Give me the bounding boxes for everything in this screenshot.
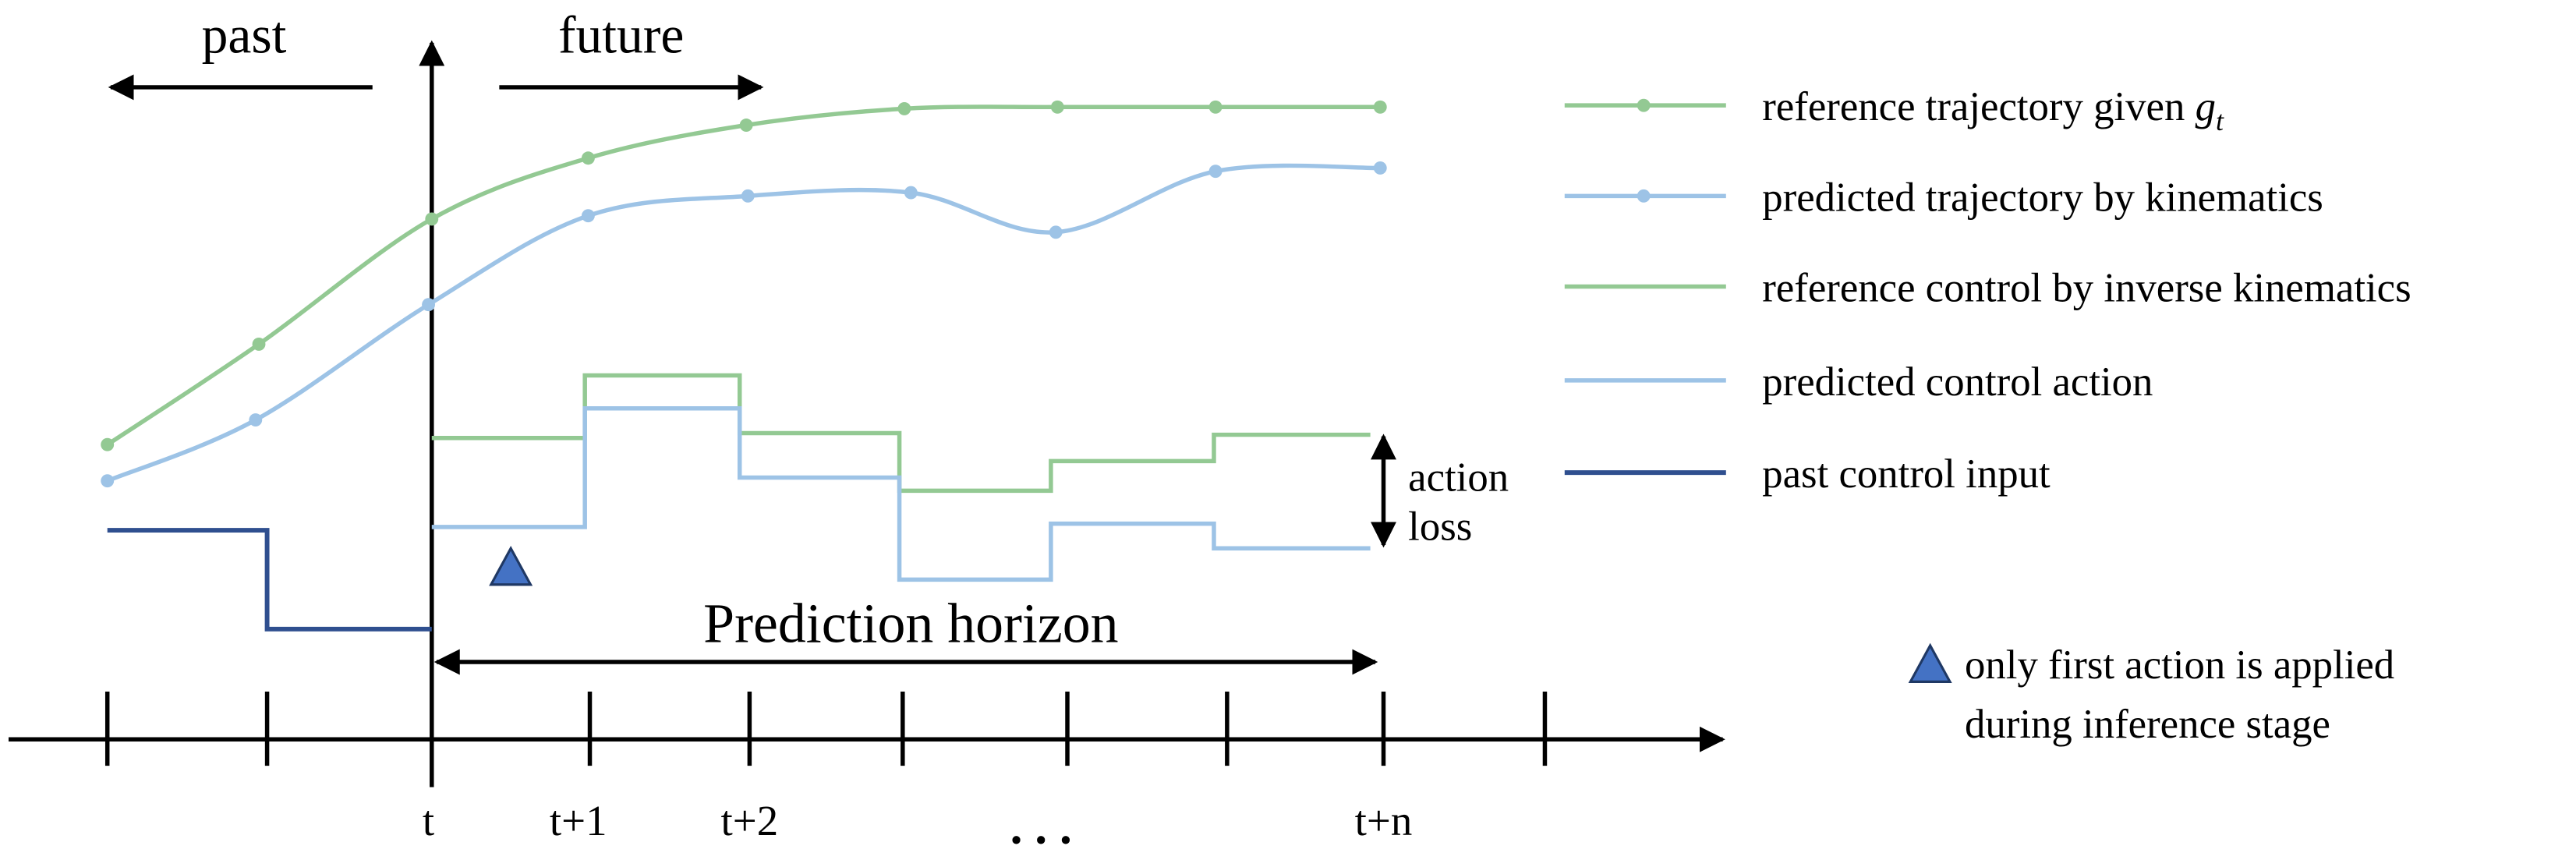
reference-control — [431, 373, 1371, 494]
trajectory-point — [1373, 100, 1387, 114]
note-marker — [1908, 642, 1952, 683]
legend-label: predicted control action — [1762, 359, 2153, 405]
applied-action-marker — [489, 545, 533, 586]
tick-label: t+n — [1355, 797, 1413, 844]
trajectory-point — [739, 119, 753, 132]
trajectory-point — [897, 101, 911, 115]
trajectory-point — [741, 189, 755, 203]
legend-label: predicted trajectory by kinematics — [1762, 175, 2323, 220]
predicted-control — [431, 406, 1371, 582]
legend-label: past control input — [1762, 451, 2051, 497]
trajectory-point — [422, 298, 435, 312]
legend-label: reference control by inverse kinematics — [1762, 265, 2411, 310]
trajectory-point — [581, 151, 595, 165]
legend: reference trajectory given gt predicted … — [1564, 84, 2411, 497]
legend-dot — [1637, 189, 1651, 203]
trajectory-point — [101, 474, 115, 488]
trajectory-point — [1050, 100, 1064, 114]
trajectory-point — [425, 212, 439, 226]
trajectory-point — [1049, 225, 1063, 239]
note-text: only first action is applied — [1965, 642, 2394, 688]
action-loss-label: loss — [1408, 504, 1472, 550]
action-loss-label: action — [1408, 455, 1509, 500]
tick-label: . . . — [1010, 799, 1072, 853]
trajectory-point — [249, 413, 263, 426]
legend-dot — [1637, 98, 1651, 112]
past-control — [107, 528, 432, 632]
tick-label: t+1 — [550, 797, 607, 844]
trajectory-point — [101, 437, 115, 451]
legend-label: reference trajectory given gt — [1762, 84, 2224, 136]
note-text: during inference stage — [1965, 702, 2330, 747]
future-label: future — [558, 6, 684, 65]
trajectory-point — [581, 209, 595, 223]
trajectory-point — [904, 186, 918, 200]
ticks — [104, 692, 1548, 766]
past-label: past — [202, 6, 287, 65]
trajectory-point — [1208, 100, 1223, 114]
tick-label: t — [423, 797, 434, 844]
horizon-label: Prediction horizon — [703, 593, 1118, 655]
trajectory-point — [252, 337, 266, 351]
tick-label: t+2 — [721, 797, 779, 844]
trajectory-point — [1373, 161, 1387, 175]
trajectory-point — [1208, 165, 1223, 179]
